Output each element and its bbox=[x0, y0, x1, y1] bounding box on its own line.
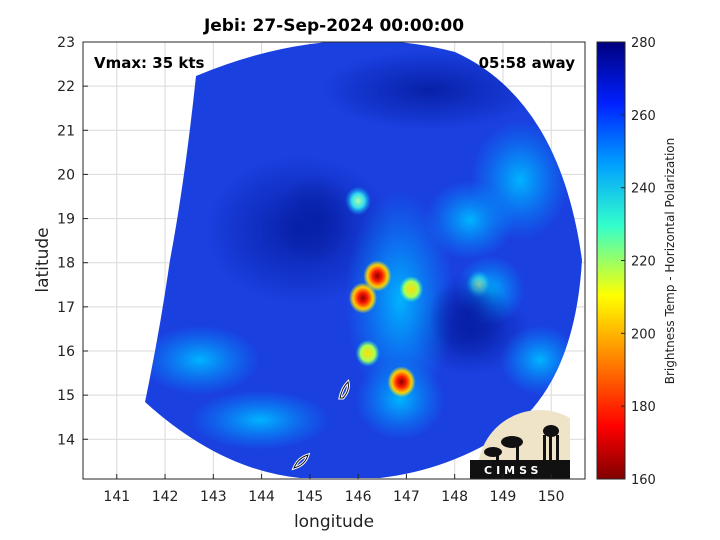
island-outline-strokes bbox=[293, 381, 349, 469]
x-tick-label: 146 bbox=[345, 489, 372, 505]
y-tick-label: 19 bbox=[57, 212, 75, 228]
y-tick-label: 14 bbox=[57, 432, 75, 448]
colorbar-tick-label: 280 bbox=[631, 36, 656, 51]
colorbar-tick-label: 260 bbox=[631, 109, 656, 124]
y-tick-label: 21 bbox=[57, 123, 75, 139]
colorbar-label: Brightness Temp - Horizontal Polarizatio… bbox=[663, 138, 677, 385]
cimss-logo-text: CIMSS bbox=[484, 464, 542, 477]
feature-4 bbox=[399, 275, 424, 303]
x-tick-label: 143 bbox=[200, 489, 227, 505]
colorbar-tick-label: 180 bbox=[631, 400, 656, 415]
feature-0 bbox=[363, 260, 392, 292]
x-tick-label: 149 bbox=[490, 489, 517, 505]
x-tick-label: 147 bbox=[393, 489, 420, 505]
chart-title: Jebi: 27-Sep-2024 00:00:00 bbox=[203, 16, 464, 36]
time-away-label: 05:58 away bbox=[479, 54, 576, 72]
x-tick-label: 144 bbox=[248, 489, 275, 505]
colorbar-tick-label: 220 bbox=[631, 255, 656, 270]
colorbar-tick-label: 240 bbox=[631, 182, 656, 197]
y-tick-label: 15 bbox=[57, 388, 75, 404]
feature-8 bbox=[429, 271, 510, 360]
y-axis-label: latitude bbox=[33, 227, 53, 292]
feature-7 bbox=[274, 174, 355, 263]
y-tick-label: 22 bbox=[57, 79, 75, 95]
x-tick-label: 148 bbox=[441, 489, 468, 505]
feature-2 bbox=[387, 366, 416, 398]
y-tick-label: 18 bbox=[57, 256, 75, 272]
x-tick-label: 145 bbox=[296, 489, 323, 505]
y-tick-label: 16 bbox=[57, 344, 75, 360]
y-tick-label: 20 bbox=[57, 167, 75, 183]
x-axis-label: longitude bbox=[294, 512, 374, 532]
colorbar-tick-label: 200 bbox=[631, 327, 656, 342]
colorbar-ticks: 280 260 240 220 200 180 160 bbox=[621, 36, 656, 488]
convective-features bbox=[274, 174, 510, 398]
vmax-label: Vmax: 35 kts bbox=[94, 54, 204, 72]
colorbar-tick-label: 160 bbox=[631, 473, 656, 488]
x-axis-ticks: 141 142 143 144 145 146 147 148 149 150 bbox=[103, 474, 565, 505]
feature-1 bbox=[348, 282, 377, 314]
y-axis-ticks: 14 15 16 17 18 19 20 21 22 23 bbox=[57, 35, 88, 448]
colorbar bbox=[596, 41, 626, 480]
x-tick-label: 150 bbox=[538, 489, 565, 505]
axes-frame bbox=[82, 41, 586, 480]
y-tick-label: 17 bbox=[57, 300, 75, 316]
x-tick-label: 141 bbox=[103, 489, 130, 505]
cimss-logo: CIMSS bbox=[470, 410, 570, 479]
y-tick-label: 23 bbox=[57, 35, 75, 51]
x-tick-label: 142 bbox=[152, 489, 179, 505]
feature-3 bbox=[355, 339, 380, 367]
